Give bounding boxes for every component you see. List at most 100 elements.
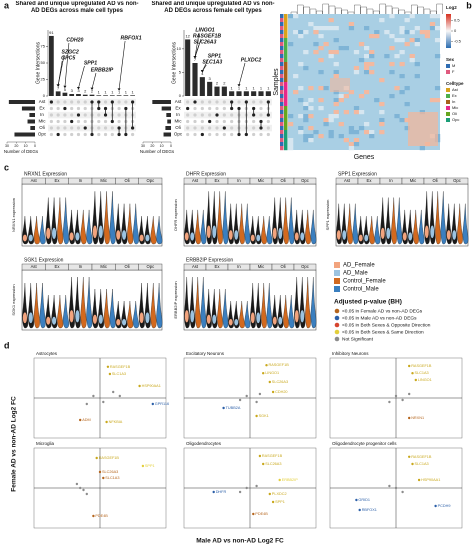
violin-core [239,319,244,326]
y-axis-title: Samples [273,68,280,96]
violin-core [408,232,413,241]
celltype-bar [284,114,288,119]
legend-title: Celltype [446,81,464,86]
sex-bar [280,82,284,87]
set-label: In [40,112,44,117]
heatmap-cell [399,90,405,95]
violin-core [397,227,402,239]
heatmap-cell [414,26,420,31]
sex-bar [280,22,284,27]
matrix-dot [76,126,81,130]
heatmap-cell [394,54,400,59]
matrix-dot [266,132,270,137]
heatmap-cell [384,54,390,59]
violin-core [212,225,217,239]
bar [96,95,102,96]
celltype-label: In [389,178,393,183]
heatmap-cell [364,130,370,135]
sex-bar [280,58,284,63]
violin-core [250,234,255,242]
violin-core [228,319,233,326]
matrix-dot [76,132,81,137]
matrix-dot [266,126,270,130]
sex-bar [280,138,284,143]
violin-core [294,232,299,241]
heatmap-cell [288,146,294,151]
matrix-dot [230,119,234,124]
chart-title-box: Shared and unique upregulated AD vs non-… [151,1,274,14]
heatmap-cell [364,90,370,95]
point [262,372,265,375]
matrix-dot [230,132,234,137]
violin-core [245,319,250,326]
violin-core [283,227,288,239]
celltype-bar [284,30,288,35]
matrix-dot [56,126,60,130]
annotation-arrow [57,60,63,86]
heatmap-cell [394,114,400,119]
celltype-header [138,263,163,271]
heatmap-cell [379,78,385,83]
bar-value-label: 1 [260,85,263,90]
violin-core [300,310,305,323]
heatmap-cell [318,70,324,75]
heatmap-cell [333,70,339,75]
heatmap-cell [364,46,370,51]
bar-value-label: 3 [209,76,212,81]
violin-core [206,225,211,239]
heatmap-cell [318,58,324,63]
dendrogram [341,9,348,14]
point-label: RASGEF1B [110,365,131,369]
matrix-dot [97,113,101,117]
point-label: HSP90AA1 [421,478,440,482]
set-label: Opc [38,132,47,137]
legend-label: <0.05 in Female AD vs non-AD DEGs [342,308,423,314]
celltype-bar [284,14,288,19]
sex-bar [280,86,284,91]
sex-bar [280,130,284,135]
matrix-dot [56,119,60,124]
heatmap-cell [288,14,294,19]
heatmap-cell [343,138,349,143]
violin-core [195,310,200,323]
point [105,420,108,424]
violin-core [22,234,27,242]
set-tick-label: 10 [24,144,28,148]
bar [130,95,135,96]
matrix-dot [252,100,256,104]
matrix-dot [49,100,53,104]
celltype-bar [284,94,288,99]
matrix-dot [222,126,226,130]
violin-core [289,227,294,239]
heatmap-cell [333,50,339,55]
violin-core [110,225,115,239]
matrix-dot [186,132,190,137]
point-label: TUBB2A [226,406,241,410]
bar [69,94,75,96]
matrix-dot [63,126,67,130]
y-axis-title: NRXN1 expression [11,198,16,232]
violin-core [87,310,92,323]
annotation-arrow [64,42,70,87]
violin-core [311,232,316,241]
bar-value-label: 7 [57,85,60,90]
violin-core [419,232,424,241]
violin-core [75,310,80,323]
heatmap-cell [369,54,375,59]
heatmap-cell [323,118,329,123]
point [401,490,404,494]
point [411,372,414,375]
heatmap-cell [404,18,410,23]
chart-title: Shared and unique upregulated AD vs non-… [15,1,139,14]
heatmap-cell [308,138,314,143]
point-label: SLC1A3 [415,462,429,466]
heatmap-cell [298,62,304,67]
violin-core [122,319,127,326]
bar-value-label: 2 [216,81,219,86]
heatmap-cell [333,102,339,107]
violin-core [190,232,195,241]
legend-swatch [334,262,340,268]
heatmap-cell [333,98,339,103]
sex-bar [280,18,284,23]
bar-value-label: 7 [194,57,197,62]
